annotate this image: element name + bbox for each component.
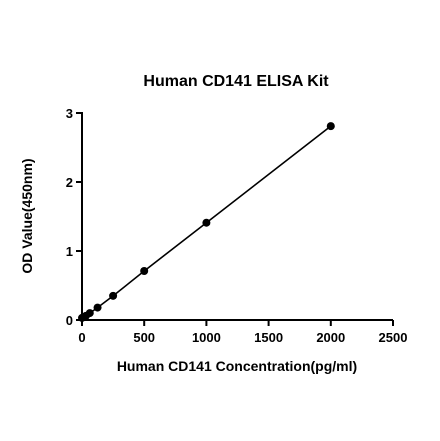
x-tick-label-5: 2500 <box>379 330 408 345</box>
x-tick-label-3: 1500 <box>254 330 283 345</box>
data-point-0-2 <box>85 309 94 318</box>
data-point-0-3 <box>93 303 102 312</box>
series-group <box>78 122 335 322</box>
x-tick-label-1: 500 <box>133 330 155 345</box>
x-tick-label-4: 2000 <box>316 330 345 345</box>
x-ticks: 0 500 1000 1500 2000 2500 <box>78 320 407 345</box>
data-point-0-6 <box>202 218 211 227</box>
data-point-0-7 <box>326 122 335 131</box>
y-ticks: 0 1 2 3 <box>66 106 82 328</box>
data-point-0-4 <box>109 291 118 300</box>
chart-title: Human CD141 ELISA Kit <box>143 73 329 90</box>
x-tick-label-0: 0 <box>78 330 85 345</box>
y-axis-label: OD Value(450nm) <box>19 158 35 273</box>
x-tick-label-2: 1000 <box>192 330 221 345</box>
data-point-0-5 <box>140 267 149 276</box>
y-tick-label-1: 1 <box>66 244 73 259</box>
y-tick-label-2: 2 <box>66 175 73 190</box>
x-axis-label: Human CD141 Concentration(pg/ml) <box>117 358 357 374</box>
y-tick-label-0: 0 <box>66 313 73 328</box>
y-tick-label-3: 3 <box>66 106 73 121</box>
